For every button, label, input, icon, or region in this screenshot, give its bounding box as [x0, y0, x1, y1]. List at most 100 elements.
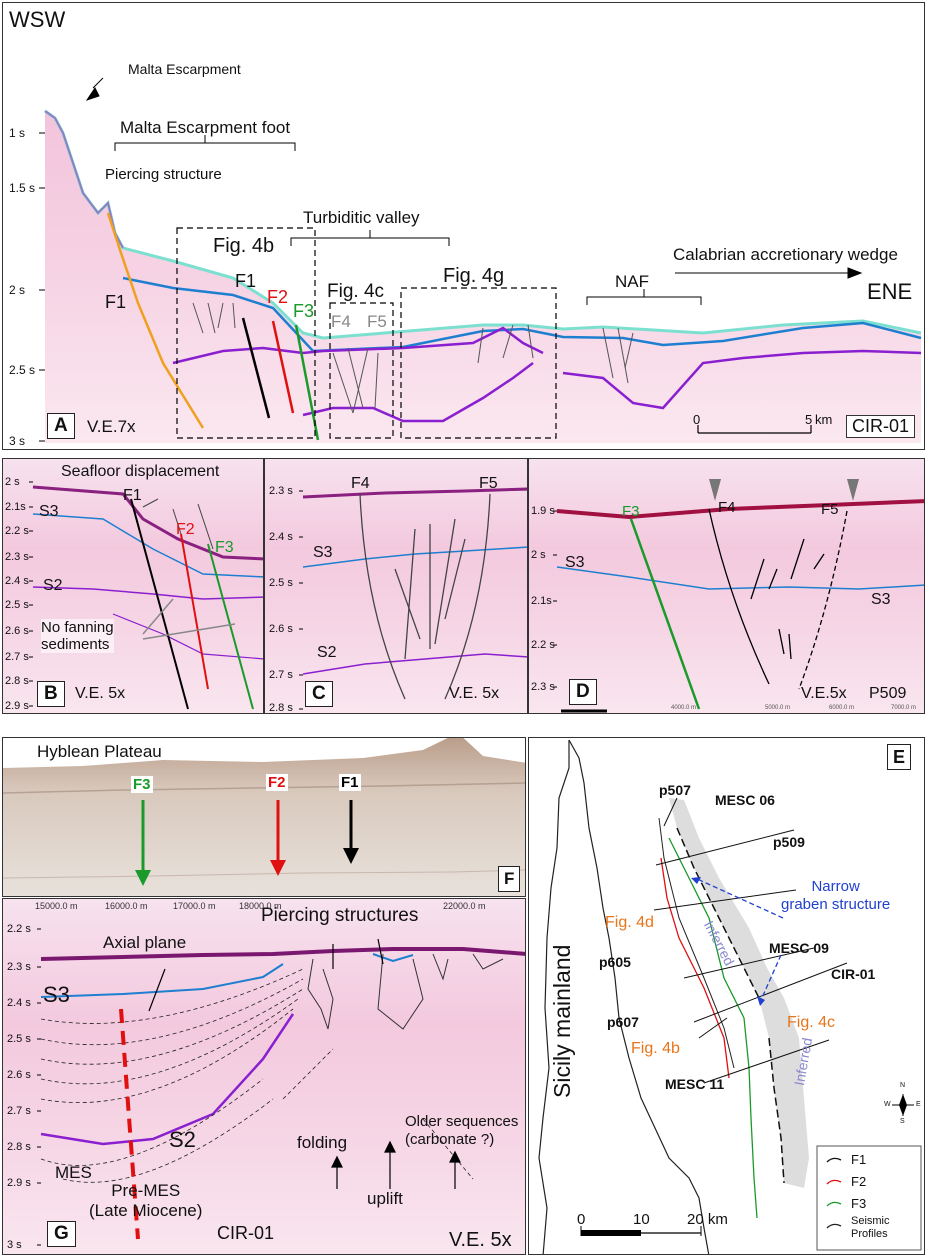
ytick-b-2: 2.1s [5, 501, 26, 513]
panel-d: F3 F4 F5 S3 S3 1.9 s 2 s 2.1s 2.2 s 2.3 … [528, 458, 925, 714]
ytick-b-9: 2.8 s [5, 675, 29, 687]
wsw-label: WSW [9, 7, 66, 32]
f1-label-b: F1 [235, 271, 257, 291]
pre-mes-label: Pre-MES (Late Miocene) [89, 1181, 203, 1220]
ytick-b-10: 2.9 s [5, 700, 29, 712]
s3-label-g: S3 [43, 982, 70, 1007]
malta-escarpment-label: Malta Escarpment [128, 61, 241, 77]
panel-a-profile: CIR-01 [846, 415, 916, 438]
older-sequences-label: Older sequences (carbonate ?) [405, 1113, 519, 1148]
xtick-d-1: 4000.0 m [671, 705, 697, 711]
ytick-g-9: 3 s [7, 1239, 22, 1251]
xtick-d-3: 6000.0 m [829, 705, 855, 711]
ytick-c-5: 2.7 s [269, 669, 293, 681]
s3-label-b: S3 [39, 503, 59, 520]
panel-a-section [39, 77, 922, 443]
fig4c-label: Fig. 4c [327, 281, 385, 302]
ytick-d-2: 2 s [531, 549, 546, 561]
ytick-b-1: 2 s [5, 476, 20, 488]
ytick-c-3: 2.5 s [269, 577, 293, 589]
panel-b-tag: B [37, 681, 65, 707]
panel-g: Piercing structures Axial plane S3 S2 ME… [2, 898, 526, 1255]
seafloor-displacement-label: Seafloor displacement [61, 463, 220, 480]
mesc06-label: MESC 06 [715, 792, 775, 808]
panel-c-section [299, 487, 527, 710]
p507-label: p507 [659, 782, 691, 798]
xtick-g-1: 15000.0 m [35, 901, 78, 911]
scale-e-10: 10 [633, 1211, 650, 1228]
p605-label: p605 [599, 954, 631, 970]
panel-d-section [553, 479, 924, 713]
panel-c: F4 F5 S3 S2 2.3 s 2.4 s 2.5 s 2.6 s 2.7 … [264, 458, 528, 714]
ytick-d-1: 1.9 s [531, 505, 555, 517]
compass-w: W [884, 1101, 891, 1108]
ytick-g-8: 2.9 s [7, 1177, 31, 1189]
ytick-d-5: 2.3 s [531, 681, 555, 693]
f1-label-b-panel: F1 [123, 487, 142, 504]
f3-label-b-panel: F3 [215, 539, 234, 556]
panel-f-tag: F [498, 866, 521, 892]
ytick-g-4: 2.5 s [7, 1033, 31, 1045]
ytick-g-7: 2.8 s [7, 1141, 31, 1153]
ytick-a-5: 3 s [9, 434, 26, 448]
ytick-g-5: 2.6 s [7, 1069, 31, 1081]
s3-label-d-left: S3 [565, 554, 585, 571]
ytick-a-2: 1.5 s [9, 181, 36, 195]
panel-c-ve: V.E. 5x [449, 685, 500, 702]
xtick-d-2: 5000.0 m [765, 705, 791, 711]
p509-label: p509 [773, 834, 805, 850]
naf-label: NAF [615, 272, 649, 291]
panel-f: Hyblean Plateau F3 F2 F1 F [2, 737, 526, 897]
uplift-label: uplift [367, 1189, 403, 1208]
ytick-c-2: 2.4 s [269, 531, 293, 543]
cir01-label: CIR-01 [831, 966, 876, 982]
ytick-c-6: 2.8 s [269, 702, 293, 714]
fig4b-label: Fig. 4b [213, 235, 275, 257]
f5-label: F5 [367, 312, 387, 331]
ytick-g-2: 2.3 s [7, 961, 31, 973]
p607-label: p607 [607, 1014, 639, 1030]
mesc11-label: MESC 11 [665, 1076, 725, 1092]
f2-label: F2 [267, 287, 289, 307]
panel-e-map [538, 739, 922, 1254]
panel-g-section [37, 928, 525, 1246]
ytick-b-6: 2.5 s [5, 599, 29, 611]
f1-label-a: F1 [105, 292, 127, 312]
ytick-b-8: 2.7 s [5, 651, 29, 663]
ytick-b-5: 2.4 s [5, 575, 29, 587]
fig4d-label-e: Fig. 4d [605, 914, 654, 931]
ytick-g-3: 2.4 s [7, 997, 31, 1009]
panel-b: Seafloor displacement S3 S2 F1 F2 F3 No … [2, 458, 264, 714]
s3-label-d-right: S3 [871, 591, 891, 608]
xtick-g-5: 22000.0 m [443, 901, 486, 911]
hyblean-plateau-label: Hyblean Plateau [37, 742, 162, 761]
scale-e-0: 0 [577, 1211, 586, 1228]
f3-label-f: F3 [131, 776, 153, 793]
f4-label-c: F4 [351, 475, 370, 492]
compass-e: E [916, 1101, 921, 1108]
scale-a-km: km [815, 412, 833, 427]
f2-label-f: F2 [266, 774, 288, 791]
ene-label: ENE [867, 279, 913, 304]
panel-b-ve: V.E. 5x [75, 685, 126, 702]
panel-d-profile: P509 [869, 685, 907, 702]
panel-a: WSW Malta Escarpment Malta Escarpment fo… [2, 2, 925, 450]
legend-f1: F1 [851, 1152, 867, 1167]
panel-g-tag: G [47, 1221, 76, 1247]
s2-label-b: S2 [43, 577, 63, 594]
s3-label-c: S3 [313, 544, 333, 561]
s2-label-c: S2 [317, 644, 337, 661]
panel-e-tag: E [887, 744, 912, 770]
narrow-graben-label: Narrow graben structure [781, 878, 891, 913]
legend-f2: F2 [851, 1174, 867, 1189]
calabrian-label: Calabrian accretionary wedge [673, 245, 898, 264]
mes-label: MES [55, 1163, 92, 1182]
piercing-structures-label: Piercing structures [261, 905, 419, 926]
scale-e-20: 20 km [687, 1211, 728, 1228]
ytick-a-1: 1 s [9, 126, 26, 140]
ytick-b-3: 2.2 s [5, 525, 29, 537]
fig4g-label: Fig. 4g [443, 265, 505, 287]
scale-a-0: 0 [693, 412, 701, 427]
s2-label-g: S2 [169, 1127, 196, 1152]
f2-label-b-panel: F2 [176, 521, 195, 538]
